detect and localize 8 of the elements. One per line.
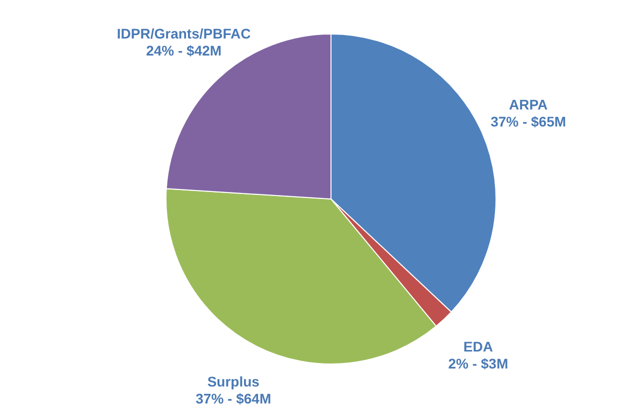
data-label: 37% - $64M (196, 390, 272, 407)
slice-label: IDPR/Grants/PBFAC (116, 25, 251, 42)
data-label: 37% - $65M (490, 114, 566, 130)
slice-label: EDA (463, 338, 493, 355)
data-label: 2% - $3M (448, 356, 508, 372)
slice-label: ARPA (508, 96, 548, 113)
data-label: 24% - $42M (146, 42, 222, 58)
slice-label: Surplus (207, 374, 260, 390)
